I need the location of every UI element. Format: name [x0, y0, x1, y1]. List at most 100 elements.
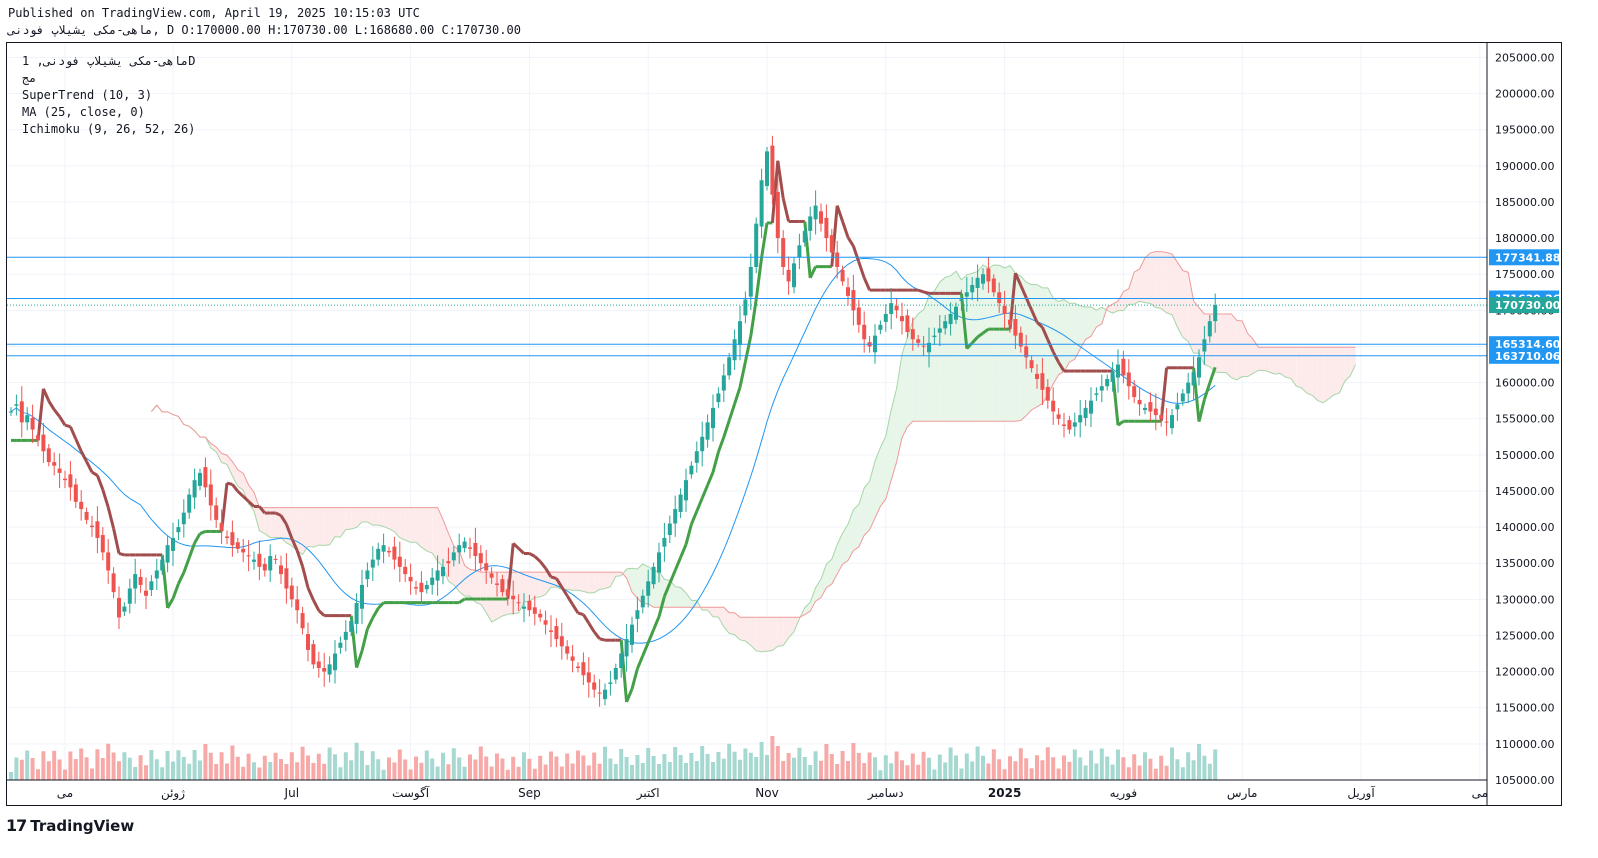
candle-body [1197, 357, 1201, 378]
candle-body [262, 563, 267, 571]
supertrend-segment [290, 537, 299, 552]
candle-body [279, 565, 283, 575]
volume-bar [829, 754, 834, 780]
cloud-segment [210, 443, 217, 452]
cloud-segment [572, 572, 578, 591]
volume-bar [608, 758, 613, 780]
volume-bar [597, 763, 602, 780]
cloud-segment [270, 507, 276, 538]
legend-ichimoku[interactable]: Ichimoku (9, 26, 52, 26) [22, 122, 196, 136]
supertrend-segment [971, 336, 979, 344]
cloud-segment [1188, 272, 1194, 354]
supertrend-segment [582, 613, 591, 624]
candle-body [1008, 319, 1012, 325]
volume-bar [457, 757, 462, 780]
cloud-segment [335, 507, 341, 538]
volume-bar [138, 755, 143, 780]
price-tag-bg [1489, 347, 1559, 364]
volume-bar [111, 752, 116, 780]
supertrend-segment [69, 426, 78, 440]
volume-bar [684, 763, 688, 780]
cloud-segment [605, 572, 611, 589]
candle-body [819, 211, 823, 224]
candle-body [90, 525, 94, 528]
candle-body [451, 552, 456, 561]
supertrend-segment [1202, 382, 1212, 401]
candles [9, 135, 1218, 707]
cloud-segment [378, 507, 384, 527]
supertrend-segment [695, 497, 704, 512]
candle-body [36, 435, 40, 441]
time-tick-label: مارس [1227, 786, 1258, 801]
volume-bar [300, 746, 305, 780]
time-tick-label: می [57, 786, 73, 800]
cloud-segment [1166, 252, 1172, 315]
cloud-segment [1172, 254, 1178, 328]
volume-bar [1051, 757, 1056, 780]
chart-frame[interactable]: 205000.00 200000.00 195000.00 190000.00 1850… [6, 42, 1562, 806]
cloud-segment [1064, 299, 1070, 372]
candle-body [9, 411, 13, 413]
volume-bar [149, 750, 154, 780]
candle-body [284, 568, 289, 589]
volume-bar [1213, 749, 1218, 780]
candle-body [473, 543, 478, 557]
candle-body [46, 448, 51, 463]
cloud-segment [470, 569, 476, 603]
supertrend-segment [1057, 361, 1066, 372]
candle-body [711, 407, 715, 429]
cloud-segment [1047, 287, 1054, 395]
supertrend-segment [733, 386, 742, 405]
price-tick-label: 105000.00 [1495, 774, 1555, 787]
volume-bar [916, 764, 921, 780]
candle-body [111, 573, 116, 593]
volume-bar [1159, 755, 1164, 780]
candle-body [792, 263, 796, 288]
volume-bar [424, 750, 429, 780]
candle-body [1164, 421, 1169, 423]
volume-bar [360, 750, 364, 780]
supertrend-segment [226, 481, 233, 486]
candle-body [802, 230, 807, 243]
volume-bar [732, 751, 737, 780]
cloud-segment [691, 600, 697, 608]
candle-body [1089, 400, 1093, 414]
candle-body [235, 542, 240, 549]
volume-bar [1137, 765, 1142, 780]
volume-bar [381, 769, 386, 780]
cloud-segment [259, 507, 265, 534]
price-chart[interactable]: 205000.00 200000.00 195000.00 190000.00 1850… [7, 43, 1561, 805]
supertrend-segment [95, 474, 105, 491]
cloud-segment [1269, 347, 1275, 375]
candle-body [603, 689, 607, 700]
candle-body [1191, 371, 1196, 386]
candle-body [295, 599, 300, 611]
volume-bar [246, 753, 251, 780]
price-scale: 205000.00 200000.00 195000.00 190000.00 1850… [7, 43, 1561, 805]
candle-body [900, 316, 904, 322]
volume-bar [289, 752, 294, 780]
legend-supertrend[interactable]: SuperTrend (10, 3) [22, 88, 153, 102]
legend-ma[interactable]: MA (25, close, 0) [22, 105, 145, 119]
candle-body [770, 145, 775, 195]
candle-body [376, 548, 381, 560]
cloud-segment [1118, 291, 1124, 311]
volume-bar [705, 754, 710, 780]
candle-body [160, 559, 165, 571]
tradingview-brand[interactable]: 17 TradingView [6, 816, 134, 835]
candle-body [203, 467, 208, 488]
cloud-segment [421, 507, 427, 551]
cloud-segment [1080, 305, 1086, 349]
candle-body [878, 324, 883, 330]
cloud-segment [831, 544, 838, 585]
volume-bar [786, 753, 791, 780]
cloud-segment [923, 295, 929, 422]
volume-bar [522, 752, 526, 780]
supertrend-segment [182, 557, 191, 574]
volume-bar [1153, 768, 1158, 780]
cloud-segment [988, 265, 994, 422]
candle-body [408, 576, 413, 582]
volume-bar [743, 748, 748, 780]
cloud-segment [513, 572, 519, 614]
supertrend-segment [317, 609, 326, 617]
